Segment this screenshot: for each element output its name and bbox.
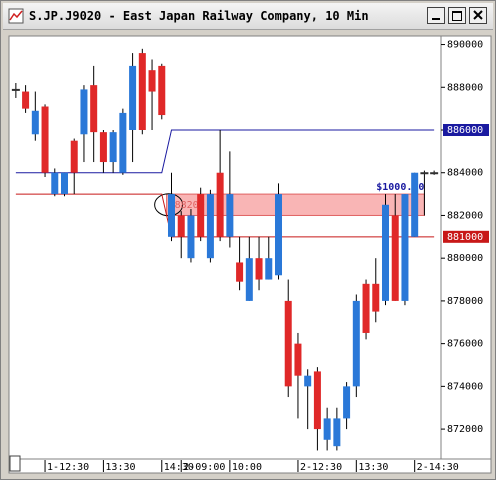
- x-tick-label: 2-14:30: [417, 462, 459, 473]
- candle-body: [265, 258, 273, 280]
- candle-body: [401, 194, 409, 301]
- y-tick-label: 890000: [447, 40, 483, 51]
- price-marker-label: 881000: [447, 232, 483, 243]
- candle-body: [167, 194, 176, 237]
- candle-body: [274, 194, 283, 276]
- overlay-line: [15, 193, 435, 238]
- candle-body: [80, 89, 88, 135]
- y-tick-label: 878000: [447, 296, 483, 307]
- price-marker-box: [443, 230, 489, 243]
- y-tick-label: 874000: [447, 381, 483, 392]
- x-tick-label: 13:30: [105, 462, 135, 473]
- candle-body: [313, 371, 321, 430]
- candle-body: [343, 386, 351, 419]
- candle-body: [255, 258, 263, 280]
- y-tick-label: 884000: [447, 168, 483, 179]
- order-price: 88200: [175, 200, 205, 211]
- overlay-line: [15, 129, 435, 174]
- order-label: $1000.00: [376, 182, 424, 193]
- close-button[interactable]: [469, 7, 487, 24]
- candle-body: [362, 283, 370, 333]
- candle-body: [236, 262, 244, 282]
- candle-body: [11, 88, 20, 91]
- candle-body: [226, 194, 234, 237]
- app-icon: [8, 8, 24, 24]
- candle-body: [284, 300, 292, 387]
- candle-body: [60, 172, 69, 195]
- candle-body: [333, 418, 341, 447]
- y-tick-label: 882000: [447, 210, 483, 221]
- candle-body: [391, 215, 399, 301]
- candle-body: [420, 172, 429, 175]
- y-tick-label: 880000: [447, 253, 483, 264]
- candle-body: [323, 418, 331, 440]
- scroll-box[interactable]: [9, 455, 21, 472]
- candle-body: [90, 85, 98, 133]
- x-tick-label: 10:00: [232, 462, 262, 473]
- candle-body: [70, 140, 78, 173]
- candle-body: [99, 132, 107, 163]
- candle-body: [31, 110, 39, 135]
- candle-body: [372, 283, 380, 312]
- candle-body: [294, 343, 302, 376]
- candle-body: [197, 194, 205, 237]
- candle-body: [129, 65, 137, 130]
- price-marker-label: 886000: [447, 125, 483, 136]
- price-marker-box: [443, 124, 489, 136]
- candle-body: [148, 70, 156, 92]
- x-tick-label: 13:30: [358, 462, 388, 473]
- candle-body: [352, 300, 360, 387]
- candle-body: [187, 215, 195, 259]
- time-axis: [8, 458, 492, 474]
- candle-body: [216, 172, 224, 237]
- window-title: S.JP.J9020 - East Japan Railway Company,…: [29, 9, 369, 23]
- candle-body: [411, 172, 419, 237]
- candle-body: [51, 172, 59, 195]
- x-tick-label: 1-12:30: [47, 462, 89, 473]
- candle-body: [119, 112, 127, 173]
- y-tick-label: 876000: [447, 339, 483, 350]
- y-tick-label: 888000: [447, 82, 483, 93]
- candle-body: [206, 194, 214, 259]
- candle-body: [41, 106, 49, 173]
- price-axis: [440, 35, 492, 460]
- title-bar: S.JP.J9020 - East Japan Railway Company,…: [3, 3, 493, 30]
- candle-body: [430, 172, 439, 175]
- maximize-button[interactable]: [448, 7, 466, 24]
- y-tick-label: 872000: [447, 424, 483, 435]
- x-tick-label: 2-09:00: [183, 462, 225, 473]
- candle-body: [109, 132, 117, 163]
- candle-body: [381, 204, 390, 301]
- x-tick-label: 2-12:30: [300, 462, 342, 473]
- candle-body: [245, 258, 253, 301]
- candle-body: [158, 65, 166, 116]
- minimize-button[interactable]: [427, 7, 445, 24]
- chart: 872000 874000 876000 878000 880000 882000 8840…: [8, 35, 492, 474]
- candle-body: [304, 375, 312, 387]
- plot-area: [8, 35, 442, 460]
- x-tick-label: 14:30: [164, 462, 194, 473]
- candle-body: [138, 53, 146, 130]
- candle-body: [22, 91, 30, 109]
- candle-body: [177, 215, 185, 237]
